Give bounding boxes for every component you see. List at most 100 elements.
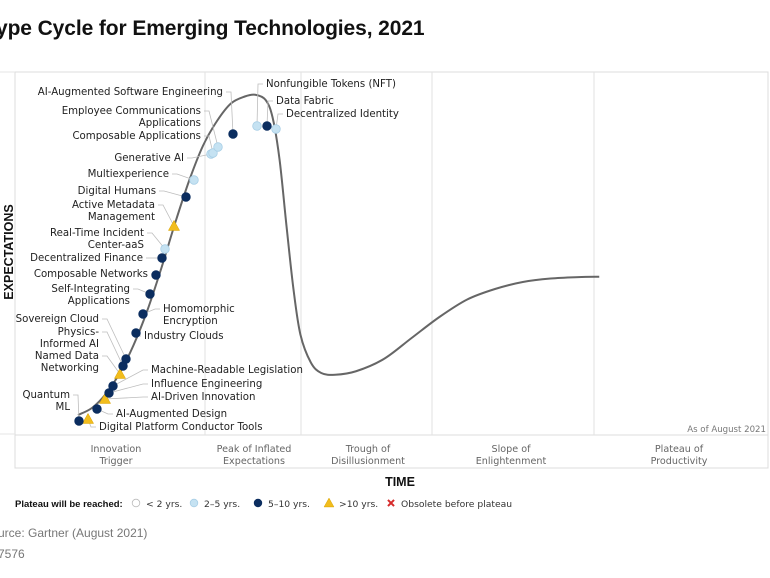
- marker-5to10: [157, 253, 167, 263]
- tech-label-line: ML: [56, 402, 71, 413]
- phase-label-line: Innovation: [91, 444, 142, 455]
- tech-label-line: Sovereign Cloud: [16, 314, 99, 325]
- tech-markers: [74, 121, 281, 426]
- marker-5to10: [74, 416, 84, 426]
- phase-label-line: Disillusionment: [331, 456, 405, 467]
- tech-label-line: Digital Platform Conductor Tools: [99, 422, 263, 433]
- phase-label: Plateau of Productivity: [651, 444, 708, 467]
- label-leader: [159, 190, 187, 198]
- phase-label: Slope of Enlightenment: [476, 444, 547, 467]
- tech-label: Physics-Informed AI: [40, 327, 99, 350]
- tech-label: Employee Communications Applications: [62, 106, 201, 129]
- tech-label: Multiexperience: [88, 169, 169, 180]
- legend-label: Obsolete before plateau: [401, 499, 512, 510]
- tech-label-line: Active Metadata: [72, 200, 155, 211]
- marker-5to10: [151, 270, 161, 280]
- tech-label-line: Named Data: [35, 351, 99, 362]
- marker-gt10: [81, 412, 95, 424]
- tech-label-line: Networking: [41, 363, 99, 374]
- marker-5to10: [145, 289, 155, 299]
- tech-label: Digital Platform Conductor Tools: [99, 422, 263, 433]
- marker-5to10: [181, 192, 191, 202]
- tech-label: AI-Augmented Software Engineering: [38, 87, 223, 98]
- tech-label: Composable Networks: [34, 269, 148, 280]
- marker-gt10: [113, 367, 127, 379]
- tech-label-line: Physics-: [58, 327, 100, 338]
- tech-label: Generative AI: [114, 153, 184, 164]
- tech-label-line: Influence Engineering: [151, 379, 262, 390]
- phase-label-line: Expectations: [223, 456, 285, 467]
- legend-swatch-2to5: [189, 498, 199, 508]
- marker-5to10: [138, 309, 148, 319]
- marker-2to5: [252, 121, 262, 131]
- label-leader: [266, 100, 273, 127]
- tech-label-line: Decentralized Identity: [286, 109, 399, 120]
- marker-5to10: [262, 121, 272, 131]
- marker-2to5: [160, 244, 170, 254]
- tech-label-line: Multiexperience: [88, 169, 169, 180]
- tech-label: Sovereign Cloud: [16, 314, 99, 325]
- y-axis-label: EXPECTATIONS: [2, 204, 16, 299]
- tech-label-line: Decentralized Finance: [30, 253, 143, 264]
- marker-2to5: [271, 124, 281, 134]
- marker-2to5: [189, 175, 199, 185]
- legend-swatch-lt2: [131, 498, 141, 508]
- phase-label-line: Slope of: [492, 444, 532, 455]
- marker-5to10: [92, 404, 102, 414]
- tech-label-line: Composable Applications: [72, 131, 201, 142]
- phase-label-line: Plateau of: [655, 444, 704, 455]
- tech-label: AI-Augmented Design: [116, 409, 227, 420]
- legend-label: < 2 yrs.: [146, 499, 182, 510]
- label-leader: [73, 394, 80, 422]
- source-note: urce: Gartner (August 2021): [0, 526, 148, 540]
- tech-label-line: Real-Time Incident: [50, 228, 144, 239]
- tech-label-line: Encryption: [163, 316, 218, 327]
- label-leader: [172, 173, 195, 181]
- marker-2to5: [208, 148, 218, 158]
- tech-label-line: Informed AI: [40, 339, 99, 350]
- label-leader: [204, 110, 219, 148]
- legend-label: 2–5 yrs.: [204, 499, 240, 510]
- marker-gt10: [98, 392, 112, 404]
- tech-label-line: AI-Augmented Design: [116, 409, 227, 420]
- legend-swatch-obsolete: [387, 499, 395, 507]
- tech-label-line: Homomorphic: [163, 304, 235, 315]
- tech-label: Digital Humans: [78, 186, 156, 197]
- legend: Plateau will be reached: < 2 yrs. 2–5 yrs.…: [15, 497, 512, 510]
- tech-label: Influence Engineering: [151, 379, 262, 390]
- tech-label-line: Generative AI: [114, 153, 184, 164]
- tech-label: Self-Integrating Applications: [51, 284, 130, 307]
- as-of-note: As of August 2021: [687, 425, 766, 435]
- marker-2to5: [213, 142, 223, 152]
- tech-label: Nonfungible Tokens (NFT): [266, 79, 396, 90]
- tech-label-line: Digital Humans: [78, 186, 156, 197]
- tech-label: Quantum ML: [22, 390, 70, 413]
- tech-label: Industry Clouds: [144, 331, 224, 342]
- legend-title: Plateau will be reached:: [15, 499, 123, 510]
- phase-label-line: Trigger: [98, 456, 132, 467]
- tech-label: Homomorphic Encryption: [163, 304, 235, 327]
- tech-label: Data Fabric: [276, 96, 334, 107]
- marker-5to10: [228, 129, 238, 139]
- label-leader: [275, 113, 283, 130]
- tech-label: Named Data Networking: [35, 351, 99, 374]
- phase-label-line: Trough of: [345, 444, 391, 455]
- tech-label: Composable Applications: [72, 131, 201, 142]
- label-leader: [102, 331, 124, 367]
- legend-label: 5–10 yrs.: [268, 499, 310, 510]
- tech-label-line: Management: [88, 212, 155, 223]
- phase-gridlines: [204, 72, 595, 435]
- chart-title: ype Cycle for Emerging Technologies, 202…: [0, 17, 425, 40]
- label-leader: [147, 232, 166, 250]
- phase-label-line: Peak of Inflated: [217, 444, 292, 455]
- marker-gt10: [167, 219, 181, 231]
- tech-label-line: Machine-Readable Legislation: [151, 365, 303, 376]
- tech-label-line: AI-Augmented Software Engineering: [38, 87, 223, 98]
- label-leader: [102, 355, 121, 375]
- tech-label-line: Employee Communications: [62, 106, 201, 117]
- label-leader: [204, 135, 214, 154]
- tech-label-line: Data Fabric: [276, 96, 334, 107]
- phase-label: Innovation Trigger: [91, 444, 142, 467]
- tech-label: Decentralized Identity: [286, 109, 399, 120]
- phase-label-line: Enlightenment: [476, 456, 547, 467]
